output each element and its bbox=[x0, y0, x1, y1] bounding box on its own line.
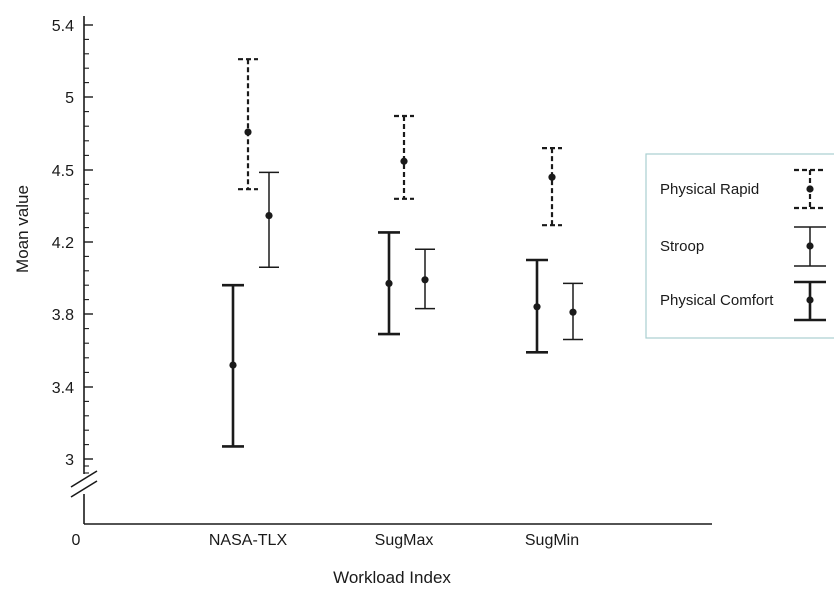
legend-mean-point bbox=[806, 242, 814, 250]
mean-point bbox=[421, 276, 429, 284]
mean-point bbox=[229, 361, 237, 369]
legend-entry-physical-rapid: Physical Rapid bbox=[660, 168, 826, 210]
origin-label: 0 bbox=[72, 532, 81, 549]
axes bbox=[70, 16, 712, 525]
mean-point bbox=[400, 157, 408, 165]
x-tick-label: NASA-TLX bbox=[209, 532, 288, 549]
legend-entry-stroop: Stroop bbox=[660, 226, 826, 267]
legend-label: Stroop bbox=[660, 238, 704, 255]
y-tick-label: 5.4 bbox=[52, 18, 74, 35]
y-axis-title: Moan value bbox=[13, 185, 32, 273]
series-physical-comfort bbox=[222, 231, 548, 448]
mean-point bbox=[569, 308, 577, 316]
mean-point bbox=[244, 128, 252, 136]
axis-break-mark bbox=[70, 470, 98, 488]
mean-point bbox=[533, 303, 541, 311]
x-tick-label: SugMax bbox=[375, 532, 434, 549]
legend: Physical Rapid Stroop Physical Comfort bbox=[645, 153, 834, 339]
x-axis-labels: NASA-TLX SugMax SugMin bbox=[209, 532, 579, 549]
error-bars bbox=[222, 58, 583, 448]
legend-mean-point bbox=[806, 296, 814, 304]
x-axis-title: Workload Index bbox=[333, 568, 451, 587]
series-stroop bbox=[259, 171, 583, 341]
y-tick-label: 3 bbox=[65, 452, 74, 469]
legend-label: Physical Comfort bbox=[660, 292, 774, 309]
legend-entry-physical-comfort: Physical Comfort bbox=[660, 280, 826, 322]
y-tick-label: 5 bbox=[65, 90, 74, 107]
axis-break-mark bbox=[70, 480, 98, 498]
mean-point bbox=[548, 173, 556, 181]
y-tick-label: 4.5 bbox=[52, 163, 74, 180]
y-tick-label: 4.2 bbox=[52, 235, 74, 252]
y-axis-ticks: 3 3.4 3.8 4.2 4.5 5 5.4 bbox=[52, 18, 93, 474]
y-tick-label: 3.4 bbox=[52, 380, 74, 397]
series-physical-rapid bbox=[238, 58, 562, 227]
mean-point bbox=[265, 212, 273, 220]
y-tick-label: 3.8 bbox=[52, 307, 74, 324]
x-tick-label: SugMin bbox=[525, 532, 579, 549]
legend-label: Physical Rapid bbox=[660, 181, 759, 198]
mean-point bbox=[385, 279, 393, 287]
legend-mean-point bbox=[806, 185, 814, 193]
legend-box bbox=[645, 153, 834, 339]
